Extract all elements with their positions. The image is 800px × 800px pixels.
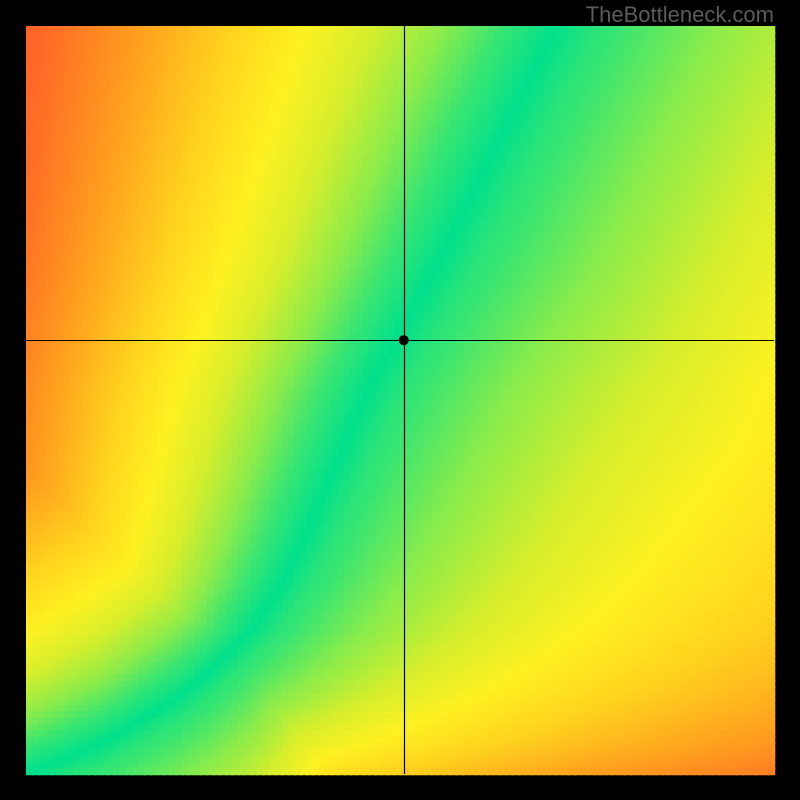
watermark-text: TheBottleneck.com — [586, 2, 774, 28]
chart-frame: { "watermark": { "text": "TheBottleneck.… — [0, 0, 800, 800]
bottleneck-heatmap — [0, 0, 800, 800]
